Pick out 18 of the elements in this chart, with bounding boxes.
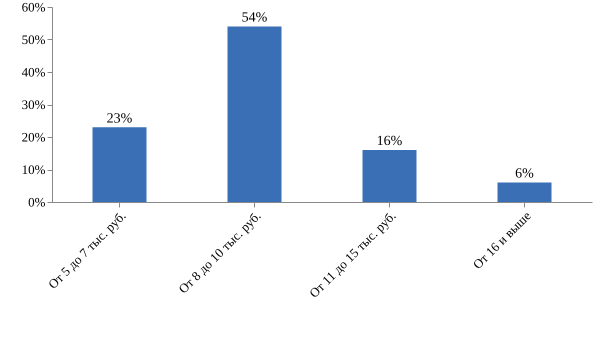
y-tick-label: 0% — [28, 194, 46, 210]
x-tick-label: От 11 до 15 тыс. руб. — [306, 208, 399, 301]
x-tick-label: От 8 до 10 тыс. руб. — [175, 208, 264, 296]
y-tick-label: 20% — [22, 130, 46, 144]
bar — [498, 182, 552, 202]
y-tick-label: 50% — [22, 32, 46, 47]
bar — [228, 26, 282, 202]
y-tick-label: 10% — [22, 162, 46, 177]
bar — [92, 127, 146, 202]
data-label: 6% — [515, 166, 534, 182]
y-tick-label: 30% — [22, 97, 46, 112]
data-label: 54% — [242, 10, 268, 26]
y-tick-label: 60% — [22, 0, 46, 14]
data-label: 16% — [376, 134, 403, 149]
bar — [362, 150, 416, 202]
y-tick-label: 40% — [22, 64, 46, 80]
x-tick-label: От 5 до 7 тыс. руб. — [44, 208, 129, 292]
data-label: 23% — [106, 111, 133, 126]
